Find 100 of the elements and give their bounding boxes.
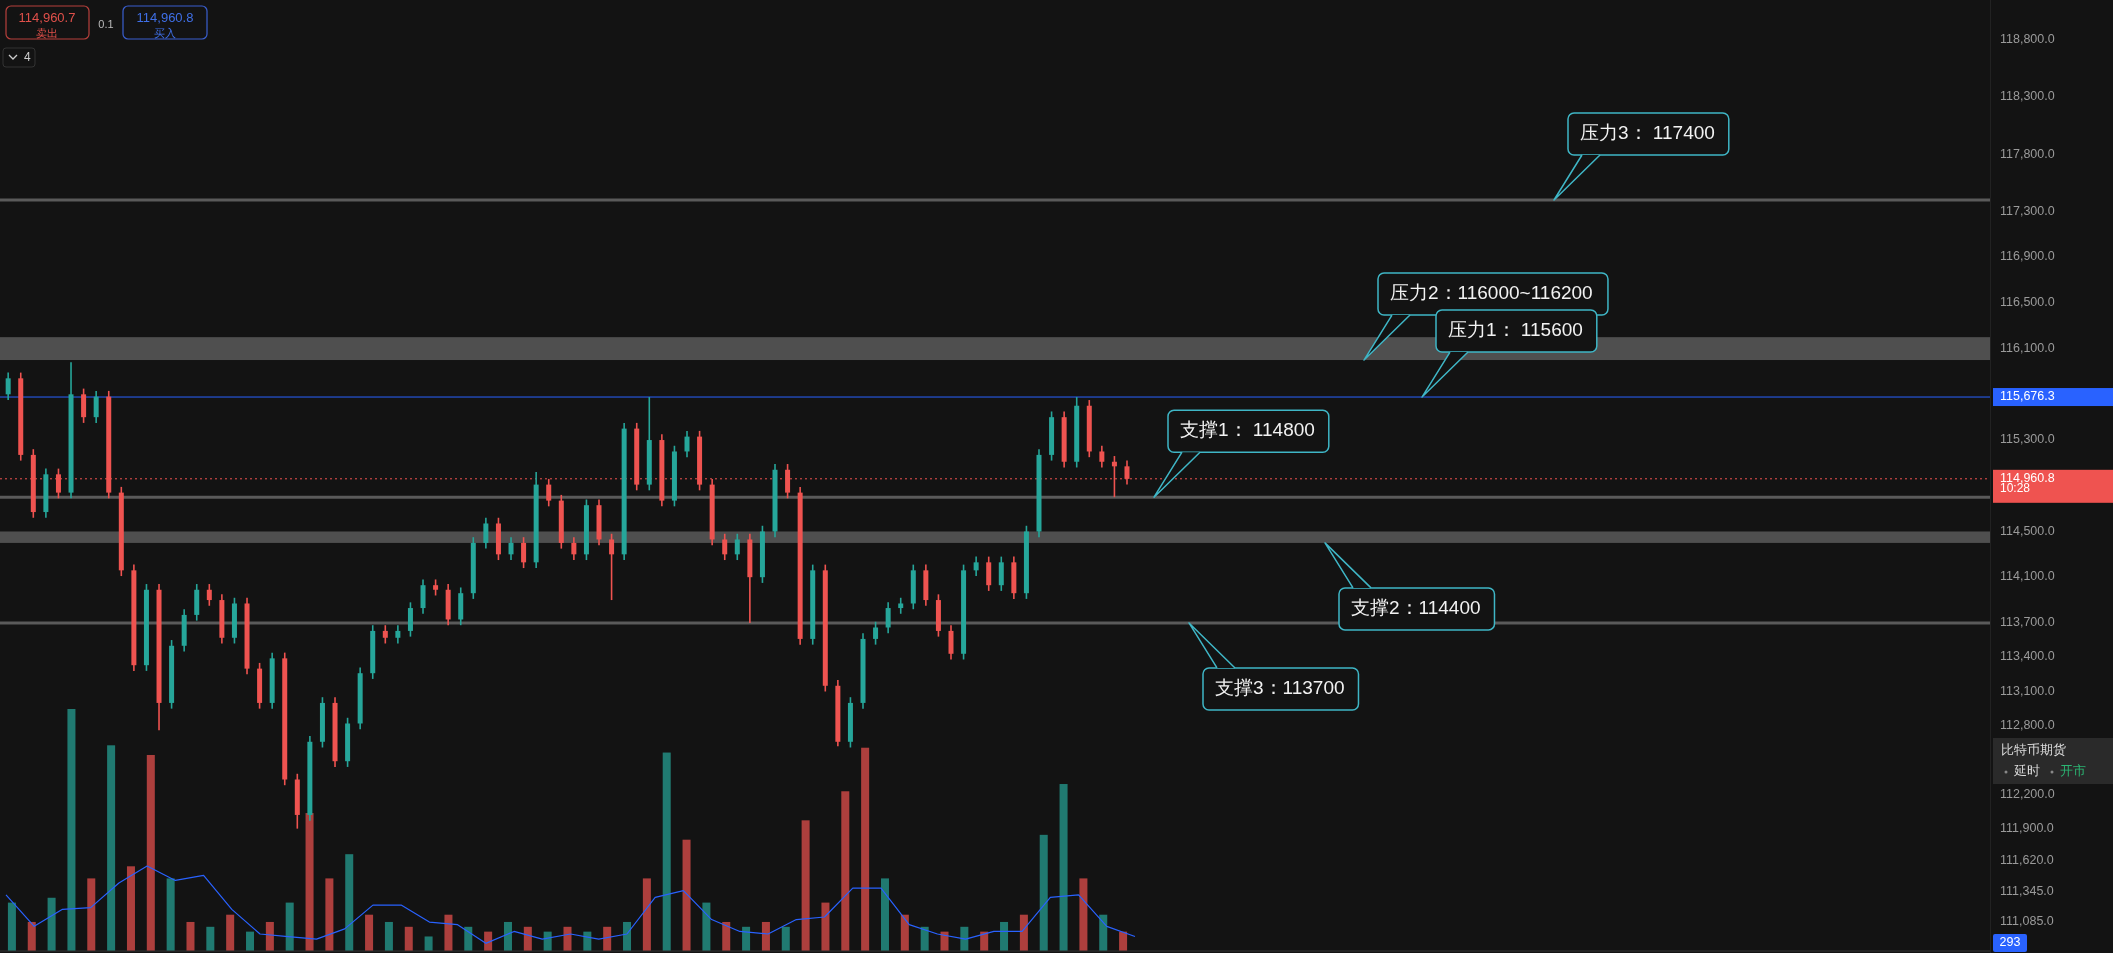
- bar: [1059, 784, 1068, 951]
- text: 293: [1999, 935, 2021, 950]
- candlestick: [420, 578, 426, 615]
- bar: [404, 926, 413, 951]
- bar: [265, 921, 274, 951]
- bar: [861, 747, 870, 951]
- y-tick-label: 113,400.0: [2000, 649, 2055, 664]
- candlestick: [986, 555, 992, 592]
- candlestick: [521, 536, 527, 569]
- candlestick: [609, 532, 615, 601]
- bar: [801, 820, 810, 951]
- y-tick-label: 117,300.0: [2000, 203, 2055, 218]
- bar: [900, 914, 909, 951]
- bar: [1079, 878, 1088, 951]
- candlestick: [508, 536, 514, 561]
- annotation: 支撑2：114400: [1351, 596, 1481, 618]
- candlestick: [734, 532, 740, 561]
- bar: [146, 754, 155, 951]
- bar: [285, 902, 294, 951]
- candlestick: [885, 601, 891, 634]
- bar: [47, 897, 56, 951]
- bar: [345, 854, 354, 951]
- bar: [1039, 834, 1048, 951]
- candlestick: [684, 430, 690, 458]
- bar: [662, 752, 671, 951]
- y-tick-label: 118,800.0: [2000, 32, 2055, 47]
- annotation: 压力1： 115600: [1448, 319, 1583, 341]
- bar: [761, 921, 770, 951]
- bar: [107, 745, 116, 951]
- bar: [523, 926, 532, 951]
- candlestick: [571, 536, 577, 561]
- text: 比特币期货: [2001, 742, 2066, 758]
- bar: [87, 878, 96, 951]
- bar: [841, 791, 850, 951]
- candlestick: [5, 371, 11, 401]
- bar: [623, 921, 632, 951]
- annotation: 114,960.7: [18, 10, 76, 26]
- bar: [781, 926, 790, 951]
- y-tick-label: 113,700.0: [2000, 615, 2055, 630]
- bar: [365, 914, 374, 951]
- y-tick-label: 111,900.0: [2000, 820, 2054, 835]
- bar: [246, 931, 255, 951]
- bar: [642, 878, 651, 951]
- candlestick: [81, 387, 87, 424]
- bar: [722, 921, 731, 951]
- bar: [444, 914, 453, 951]
- bar: [384, 921, 393, 951]
- bar: [226, 914, 235, 951]
- y-tick-label: 113,100.0: [2000, 683, 2055, 698]
- candlestick: [998, 555, 1004, 592]
- y-tick-label: 116,500.0: [2000, 295, 2055, 310]
- y-tick-label: 114,100.0: [2000, 569, 2055, 584]
- bar: [67, 709, 76, 951]
- candlestick: [973, 555, 979, 577]
- annotation: 买入: [154, 26, 176, 39]
- bar: [126, 866, 135, 951]
- bar: [1099, 914, 1108, 951]
- annotation: 支撑1： 114800: [1180, 419, 1315, 441]
- bar: [682, 839, 691, 951]
- annotation: 4: [24, 50, 31, 65]
- annotation: 支撑3：113700: [1215, 676, 1345, 698]
- annotation: 卖出: [36, 26, 58, 39]
- candlestick: [407, 601, 413, 638]
- candlestick: [722, 532, 728, 561]
- candlestick: [873, 620, 879, 646]
- bar: [1000, 921, 1009, 951]
- bar: [7, 902, 16, 951]
- y-tick-label: 112,200.0: [2000, 786, 2055, 801]
- y-tick-label: 111,345.0: [2000, 884, 2054, 899]
- candlestick: [382, 624, 388, 645]
- bar: [424, 936, 433, 951]
- candlestick: [1099, 444, 1105, 469]
- y-tick-label: 111,085.0: [2000, 914, 2054, 929]
- candlestick: [546, 478, 552, 508]
- bar: [1019, 914, 1028, 951]
- y-tick-label: 111,620.0: [2000, 852, 2054, 867]
- y-tick-label: 116,100.0: [2000, 340, 2055, 355]
- y-tick-label: 117,800.0: [2000, 146, 2055, 161]
- bar: [325, 878, 334, 951]
- annotation: 压力2：116000~116200: [1390, 282, 1593, 304]
- bar: [821, 902, 830, 951]
- y-tick-label: 114,500.0: [2000, 523, 2055, 538]
- candlestick: [93, 390, 99, 424]
- text: 延时: [2013, 763, 2040, 779]
- bar: [27, 921, 36, 951]
- bar: [702, 902, 711, 951]
- candlestick: [206, 583, 212, 607]
- y-tick-label: 112,800.0: [2000, 718, 2055, 733]
- y-tick-label: 118,300.0: [2000, 89, 2055, 104]
- candlestick: [395, 624, 401, 645]
- bar: [880, 878, 889, 951]
- bar: [503, 921, 512, 951]
- bar: [166, 878, 175, 951]
- y-tick-label: 115,300.0: [2000, 432, 2055, 447]
- y-tick-label: 116,900.0: [2000, 249, 2055, 264]
- annotation: 114,960.8: [136, 10, 194, 26]
- annotation: 压力3： 117400: [1580, 122, 1715, 144]
- ref-line-label: 115,676.3: [2000, 389, 2055, 404]
- candlestick: [948, 624, 954, 661]
- text: 开市: [2060, 763, 2086, 779]
